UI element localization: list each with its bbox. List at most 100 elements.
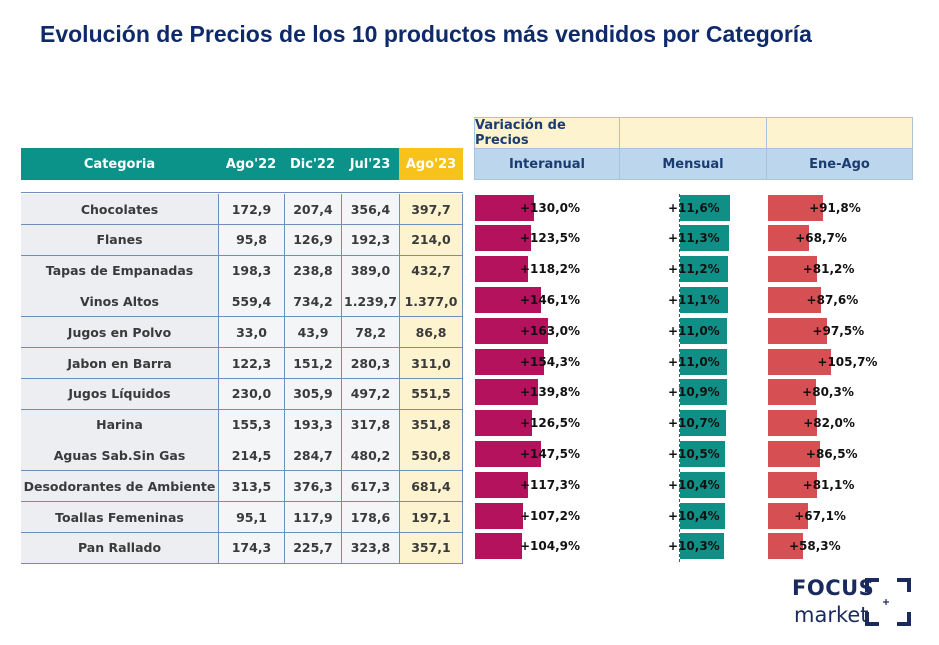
bar-interanual: [475, 502, 524, 529]
price-cell: 155,3: [218, 409, 284, 440]
price-cell: 311,0: [399, 348, 463, 378]
header-ago22: Ago'22: [218, 148, 284, 180]
category-cell: Tapas de Empanadas: [21, 255, 218, 286]
price-cell: 198,3: [218, 255, 284, 286]
bar-mensual: [680, 225, 729, 252]
data-label: +68,7%: [795, 231, 847, 246]
price-cell: 551,5: [399, 378, 463, 409]
table-row: Toallas Femeninas 95,1 117,9 178,6 197,1: [21, 502, 463, 533]
data-label: +10,4%: [668, 508, 720, 523]
price-cell: 389,0: [341, 255, 399, 286]
data-label: +97,5%: [812, 323, 865, 338]
category-cell: Chocolates: [21, 194, 218, 224]
focus-market-logo: FOCUS market: [792, 576, 917, 632]
logo-bracket-icon: [865, 578, 911, 626]
bar-mensual: [680, 440, 726, 467]
category-cell: Pan Rallado: [21, 532, 218, 563]
bar-ene-ago: [768, 194, 824, 221]
header-mensual: Mensual: [620, 148, 767, 180]
table-row: Flanes 95,8 126,9 192,3 214,0: [21, 224, 463, 256]
header-interanual: Interanual: [474, 148, 620, 180]
page-title: Evolución de Precios de los 10 productos…: [40, 21, 812, 47]
header-dic22: Dic'22: [284, 148, 341, 180]
bar-mensual: [680, 317, 728, 344]
table-row: Chocolates 172,9 207,4 356,4 397,7: [21, 194, 463, 225]
bar-ene-ago: [768, 471, 817, 498]
data-label: +11,3%: [668, 231, 720, 246]
category-cell: Flanes: [21, 224, 218, 255]
price-cell: 122,3: [218, 348, 284, 378]
table-row: Desodorantes de Ambiente 313,5 376,3 617,3 6…: [21, 471, 463, 503]
price-cell: 305,9: [284, 378, 341, 409]
data-label: +10,4%: [668, 477, 720, 492]
category-cell: Jugos Líquidos: [21, 378, 218, 409]
header-jul23: Jul'23: [341, 148, 399, 180]
price-cell: 432,7: [399, 255, 463, 286]
price-cell: 117,9: [284, 502, 341, 532]
category-cell: Desodorantes de Ambiente: [21, 471, 218, 502]
bar-mensual: [680, 410, 726, 437]
data-label: +104,9%: [520, 539, 581, 554]
data-label: +81,1%: [802, 477, 855, 492]
price-cell: 1.377,0: [399, 286, 463, 317]
price-cell: 280,3: [341, 348, 399, 378]
price-cell: 559,4: [218, 286, 284, 317]
table-row: Jabon en Barra 122,3 151,2 280,3 311,0: [21, 348, 463, 379]
variation-header-empty-1: [620, 117, 767, 149]
logo-focus-text: FOCUS: [792, 576, 875, 600]
price-cell: 323,8: [341, 532, 399, 563]
bar-interanual: [475, 194, 534, 221]
price-cell: 284,7: [284, 440, 341, 471]
data-label: +118,2%: [520, 262, 581, 277]
price-cell: 95,8: [218, 224, 284, 255]
price-cell: 197,1: [399, 502, 463, 532]
data-label: +147,5%: [520, 446, 581, 461]
data-label: +87,6%: [806, 292, 859, 307]
price-cell: 681,4: [399, 471, 463, 502]
data-label: +91,8%: [809, 200, 861, 215]
price-cell: 1.239,7: [341, 286, 399, 317]
price-cell: 376,3: [284, 471, 341, 502]
data-label: +126,5%: [520, 416, 581, 431]
header-categoria: Categoria: [21, 148, 218, 180]
price-cell: 357,1: [399, 532, 463, 563]
data-label: +82,0%: [803, 416, 855, 431]
bar-ene-ago: [768, 533, 803, 560]
logo-market-text: market: [794, 603, 869, 627]
price-cell: 530,8: [399, 440, 463, 471]
bar-mensual: [680, 379, 727, 406]
bar-mensual: [680, 256, 729, 283]
bar-ene-ago: [768, 379, 817, 406]
price-cell: 178,6: [341, 502, 399, 532]
data-label: +105,7%: [817, 354, 878, 369]
data-label: +11,2%: [668, 262, 720, 277]
price-cell: 317,8: [341, 409, 399, 440]
category-cell: Aguas Sab.Sin Gas: [21, 440, 218, 471]
data-label: +11,6%: [668, 200, 720, 215]
price-cell: 214,5: [218, 440, 284, 471]
data-label: +123,5%: [520, 231, 581, 246]
bar-mensual: [680, 286, 728, 313]
bar-interanual: [475, 286, 541, 313]
bar-ene-ago: [768, 410, 818, 437]
price-cell: 397,7: [399, 194, 463, 224]
data-label: +10,5%: [668, 446, 720, 461]
bar-interanual: [475, 379, 538, 406]
table-row: Aguas Sab.Sin Gas 214,5 284,7 480,2 530,8: [21, 440, 463, 472]
bar-mensual: [680, 533, 725, 560]
price-cell: 78,2: [341, 317, 399, 348]
table-row: Pan Rallado 174,3 225,7 323,8 357,1: [21, 532, 463, 564]
data-label: +163,0%: [520, 323, 581, 338]
data-label: +10,9%: [668, 385, 720, 400]
price-cell: 172,9: [218, 194, 284, 224]
variation-header: Variación de Precios: [474, 117, 620, 149]
price-cell: 480,2: [341, 440, 399, 471]
bar-mensual: [680, 471, 725, 498]
table-top-border: [21, 192, 463, 193]
price-cell: 356,4: [341, 194, 399, 224]
bar-interanual: [475, 471, 528, 498]
table-row: Jugos en Polvo 33,0 43,9 78,2 86,8: [21, 317, 463, 349]
price-cell: 351,8: [399, 409, 463, 440]
price-cell: 230,0: [218, 378, 284, 409]
bar-mensual: [680, 194, 730, 221]
